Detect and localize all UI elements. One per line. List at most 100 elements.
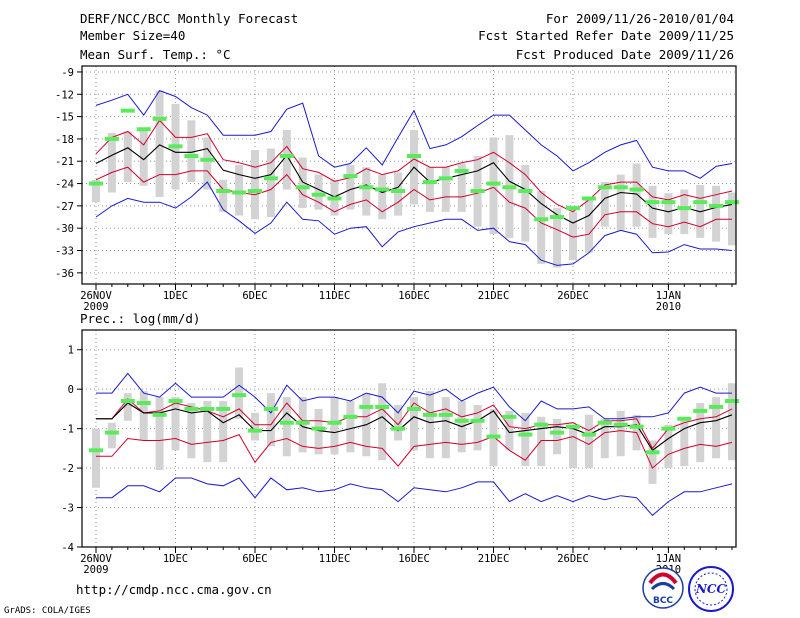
obs-marker bbox=[629, 187, 644, 192]
obs-marker bbox=[407, 406, 421, 411]
ensemble-box bbox=[537, 190, 546, 264]
obs-marker bbox=[550, 215, 565, 220]
ensemble-box bbox=[425, 391, 434, 459]
ensemble-box bbox=[314, 174, 323, 210]
ensemble-box bbox=[92, 428, 100, 488]
series-line-min bbox=[96, 477, 733, 517]
ensemble-box bbox=[171, 397, 180, 451]
obs-marker bbox=[248, 428, 262, 433]
obs-marker bbox=[422, 180, 437, 185]
ensemble-box bbox=[632, 163, 641, 227]
ensemble-box bbox=[219, 401, 228, 463]
ensemble-box bbox=[441, 167, 450, 212]
ensemble-box bbox=[680, 416, 689, 467]
ensemble-box bbox=[537, 416, 546, 467]
obs-marker bbox=[359, 185, 374, 190]
obs-marker bbox=[454, 418, 469, 423]
obs-marker bbox=[629, 424, 644, 429]
x-tick-label: 16DEC bbox=[398, 553, 430, 565]
ensemble-box bbox=[553, 208, 562, 268]
series-line-max bbox=[96, 372, 732, 422]
x-tick-label: 16DEC bbox=[398, 290, 430, 302]
obs-marker bbox=[502, 185, 517, 190]
obs-marker bbox=[677, 416, 692, 421]
source-url[interactable]: http://cmdp.ncc.cma.gov.cn bbox=[76, 582, 272, 597]
variable-label: Mean Surf. Temp.: °C bbox=[80, 47, 231, 62]
y-tick-label: -3 bbox=[61, 503, 74, 515]
obs-marker bbox=[693, 200, 708, 205]
ensemble-box bbox=[378, 383, 387, 461]
obs-marker bbox=[152, 116, 167, 121]
obs-marker bbox=[120, 399, 135, 404]
ensemble-box bbox=[600, 418, 609, 459]
obs-marker bbox=[566, 424, 580, 429]
obs-marker bbox=[216, 406, 231, 411]
obs-marker bbox=[534, 422, 549, 427]
ensemble-box bbox=[362, 167, 371, 216]
obs-marker bbox=[327, 420, 342, 425]
ncc-logo: NCC bbox=[688, 566, 734, 612]
ensemble-box bbox=[712, 185, 721, 242]
obs-marker bbox=[263, 406, 278, 411]
obs-marker bbox=[248, 188, 262, 193]
x-tick-label: 21DEC bbox=[478, 553, 510, 565]
x-tick-label: 26NOV bbox=[80, 553, 112, 565]
ensemble-box bbox=[251, 150, 259, 220]
x-tick-label: 26DEC bbox=[557, 290, 589, 302]
obs-marker bbox=[343, 414, 358, 419]
obs-marker bbox=[216, 188, 231, 193]
obs-marker bbox=[279, 154, 294, 159]
x-tick-label: 6DEC bbox=[242, 290, 267, 302]
obs-marker bbox=[454, 168, 469, 173]
plot-frame bbox=[81, 65, 737, 285]
x-tick-sublabel: 2010 bbox=[656, 301, 681, 313]
ensemble-box bbox=[187, 120, 196, 183]
ensemble-box bbox=[425, 167, 434, 212]
series-line-p25 bbox=[96, 430, 733, 469]
x-tick-label: 11DEC bbox=[319, 290, 351, 302]
precip-panel-title: Prec.: log(mm/d) bbox=[80, 311, 200, 326]
ensemble-box bbox=[410, 397, 418, 451]
ensemble-box bbox=[266, 393, 275, 447]
ensemble-box bbox=[92, 179, 100, 203]
obs-marker bbox=[518, 188, 533, 193]
ensemble-box bbox=[648, 440, 657, 484]
x-tick-sublabel: 2009 bbox=[83, 564, 108, 576]
ensemble-box bbox=[266, 148, 275, 218]
obs-marker bbox=[136, 127, 151, 132]
obs-marker bbox=[295, 185, 310, 190]
obs-marker bbox=[311, 192, 326, 197]
obs-marker bbox=[184, 406, 199, 411]
obs-marker bbox=[263, 176, 278, 181]
x-tick-label: 1JAN bbox=[656, 290, 681, 302]
ensemble-box bbox=[314, 408, 323, 455]
obs-marker bbox=[470, 188, 485, 193]
x-tick-label: 6DEC bbox=[242, 553, 267, 565]
obs-marker bbox=[725, 200, 739, 205]
figure-title: DERF/NCC/BCC Monthly Forecast bbox=[80, 11, 298, 26]
ensemble-box bbox=[664, 193, 673, 235]
ensemble-box bbox=[346, 164, 355, 210]
y-tick-label: -36 bbox=[55, 268, 74, 280]
obs-marker bbox=[422, 412, 437, 417]
obs-marker bbox=[470, 418, 485, 423]
obs-marker bbox=[613, 422, 628, 427]
ensemble-box bbox=[569, 211, 577, 261]
y-tick-label: -9 bbox=[61, 67, 74, 79]
obs-marker bbox=[343, 174, 358, 179]
ensemble-box bbox=[155, 90, 164, 197]
ensemble-box bbox=[473, 404, 482, 451]
ensemble-box bbox=[251, 412, 259, 441]
series-line-p25 bbox=[95, 166, 732, 238]
obs-marker bbox=[184, 154, 199, 159]
y-tick-label: 1 bbox=[68, 345, 74, 357]
y-tick-label: -12 bbox=[55, 89, 74, 101]
ensemble-box bbox=[155, 397, 164, 471]
obs-marker bbox=[407, 154, 421, 159]
x-tick-label: 11DEC bbox=[319, 553, 351, 565]
ncc-logo-text: NCC bbox=[695, 582, 727, 596]
ensemble-box bbox=[505, 410, 514, 451]
ensemble-box bbox=[521, 164, 530, 242]
series-line-mean bbox=[95, 144, 733, 224]
